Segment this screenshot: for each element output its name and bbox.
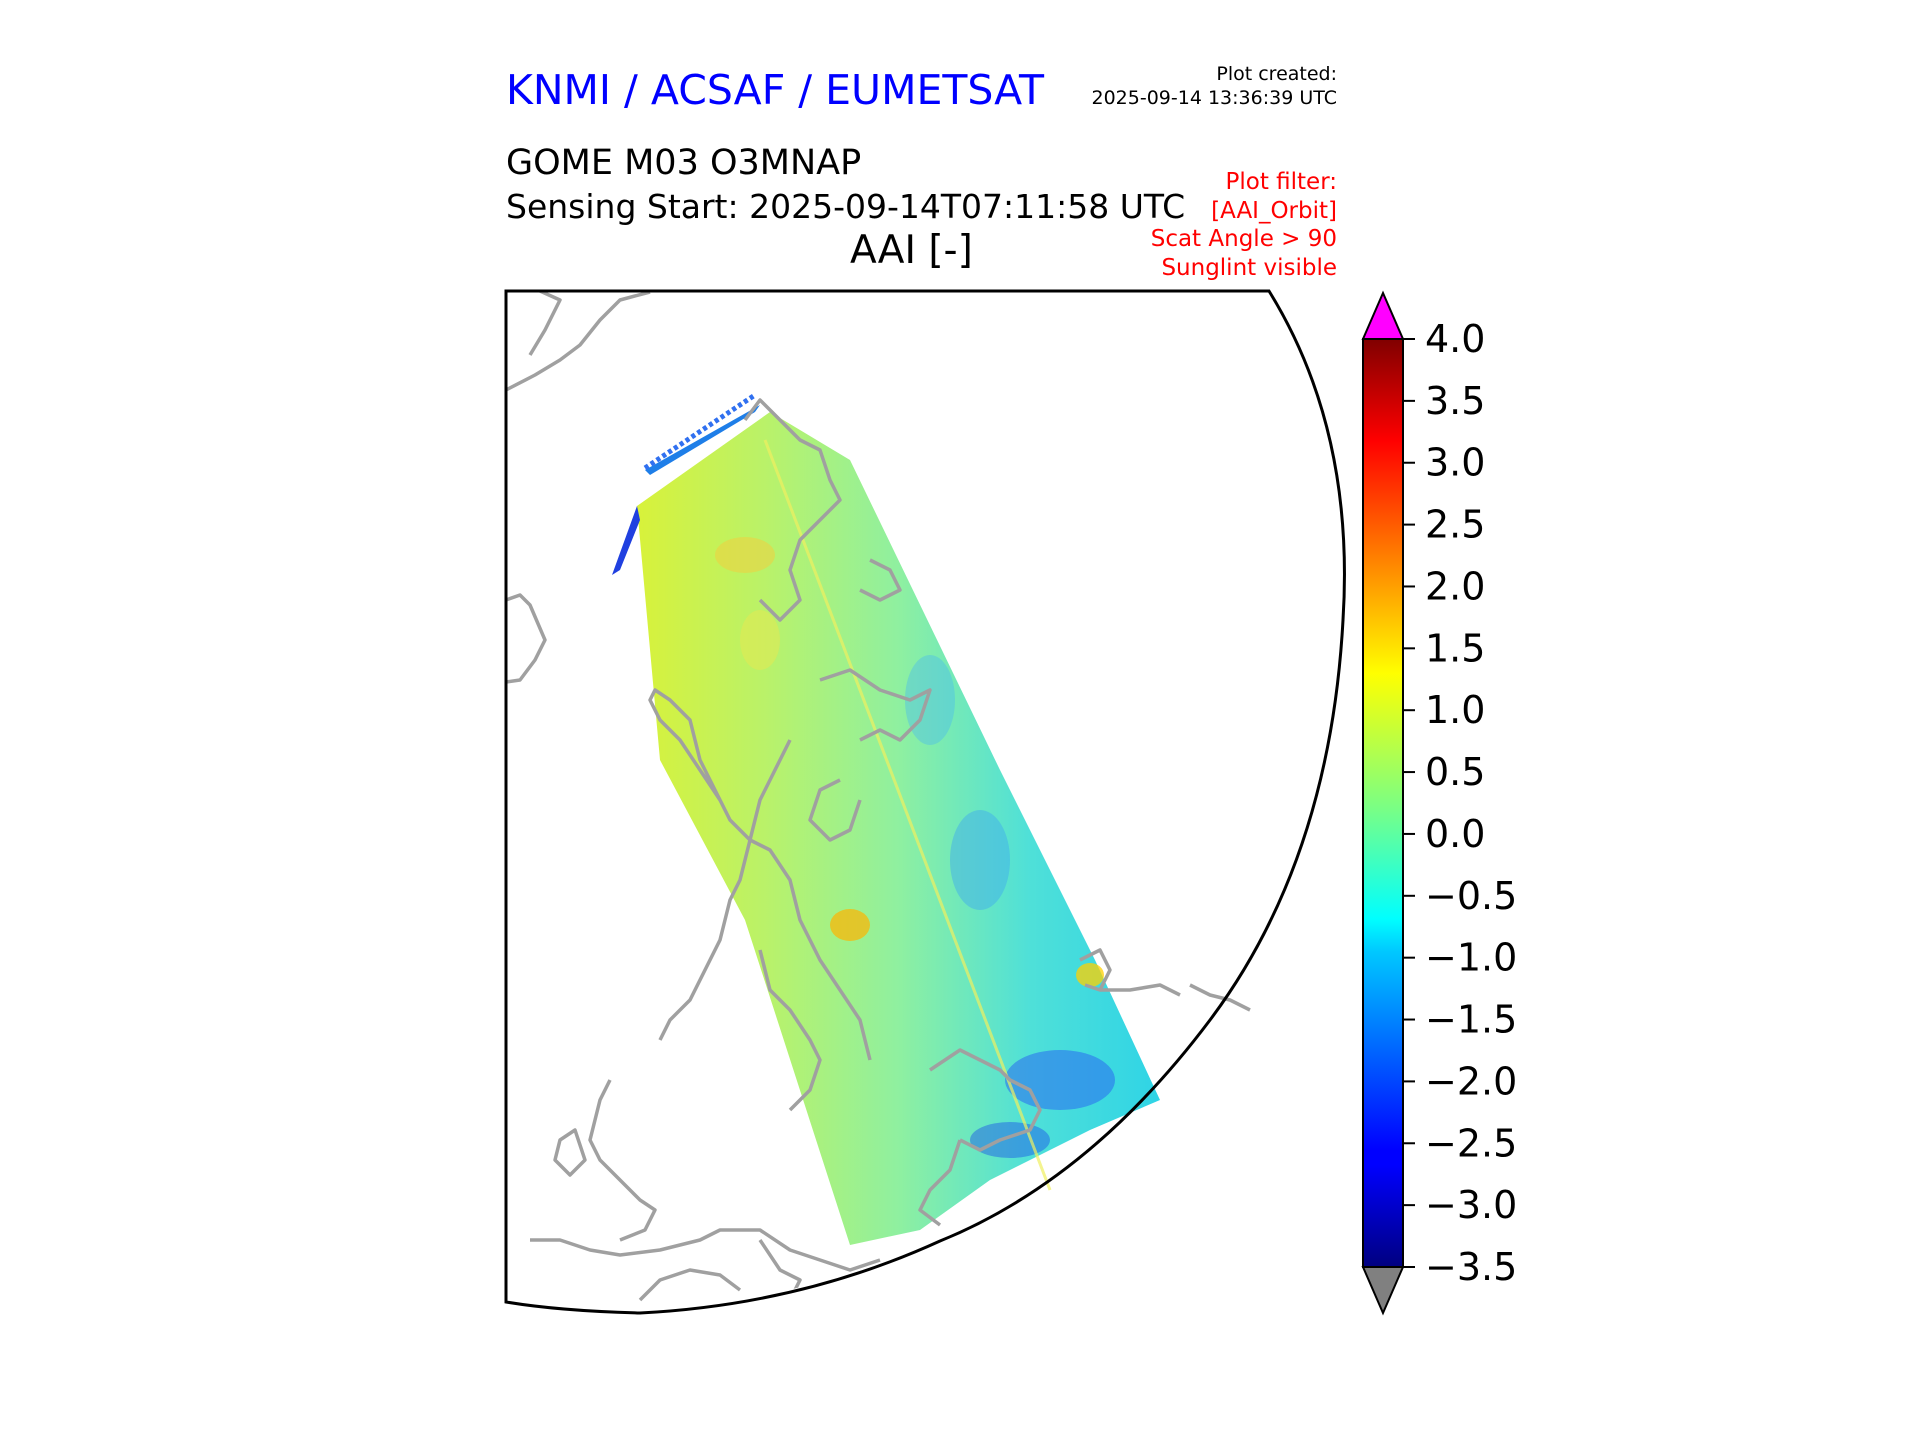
colorbar-tick-label: 1.0: [1425, 688, 1485, 732]
colorbar-tick-label: 2.0: [1425, 564, 1485, 608]
colorbar-tick-label: −2.5: [1425, 1121, 1517, 1165]
colorbar-tick-label: 2.5: [1425, 503, 1485, 547]
colorbar-under-extension: [1361, 1266, 1405, 1316]
colorbar-over-extension: [1361, 290, 1405, 340]
map-area: [506, 291, 1360, 1313]
colorbar-tick-label: −3.0: [1425, 1183, 1517, 1227]
plot-filter-label: Plot filter:: [1225, 169, 1337, 195]
colorbar-tick-label: 4.0: [1425, 317, 1485, 361]
plot-filter: Plot filter: [AAI_Orbit] Scat Angle > 90…: [1151, 168, 1337, 282]
colorbar-tick-label: 3.0: [1425, 441, 1485, 485]
colorbar-tick-label: −1.5: [1425, 998, 1517, 1042]
colorbar-tick-label: 0.0: [1425, 812, 1485, 856]
plot-filter-item: [AAI_Orbit]: [1211, 197, 1337, 224]
colorbar-tick-label: −1.0: [1425, 936, 1517, 980]
colorbar-tick-label: 0.5: [1425, 750, 1485, 794]
map-boundary: [504, 289, 1346, 1315]
colorbar-tick-label: −2.0: [1425, 1059, 1517, 1103]
plot-filter-item: Sunglint visible: [1161, 254, 1337, 281]
sensing-start: Sensing Start: 2025-09-14T07:11:58 UTC: [506, 187, 1186, 226]
organization-title: KNMI / ACSAF / EUMETSAT: [506, 66, 1045, 114]
colorbar-tick-label: 1.5: [1425, 626, 1485, 670]
colorbar-tick-label: −3.5: [1425, 1245, 1517, 1289]
plot-filter-item: Scat Angle > 90: [1150, 226, 1337, 252]
colorbar-gradient: [1363, 339, 1403, 1267]
colorbar: 4.0 3.5 3.0 2.5 2.0 1.5 1.0 0.5 0.0 −0.5 −1.0 −1.5 −…: [1361, 290, 1517, 1316]
colorbar-tick-label: 3.5: [1425, 379, 1485, 423]
plot-created-value: 2025-09-14 13:36:39 UTC: [1091, 87, 1338, 109]
product-name: GOME M03 O3MNAP: [506, 143, 862, 183]
aai-swath: [612, 392, 1160, 1245]
variable-title: AAI [-]: [850, 228, 973, 273]
plot-created-label: Plot created:: [1216, 63, 1337, 85]
coastlines: [506, 291, 1251, 1302]
colorbar-tick-label: −0.5: [1425, 874, 1517, 918]
